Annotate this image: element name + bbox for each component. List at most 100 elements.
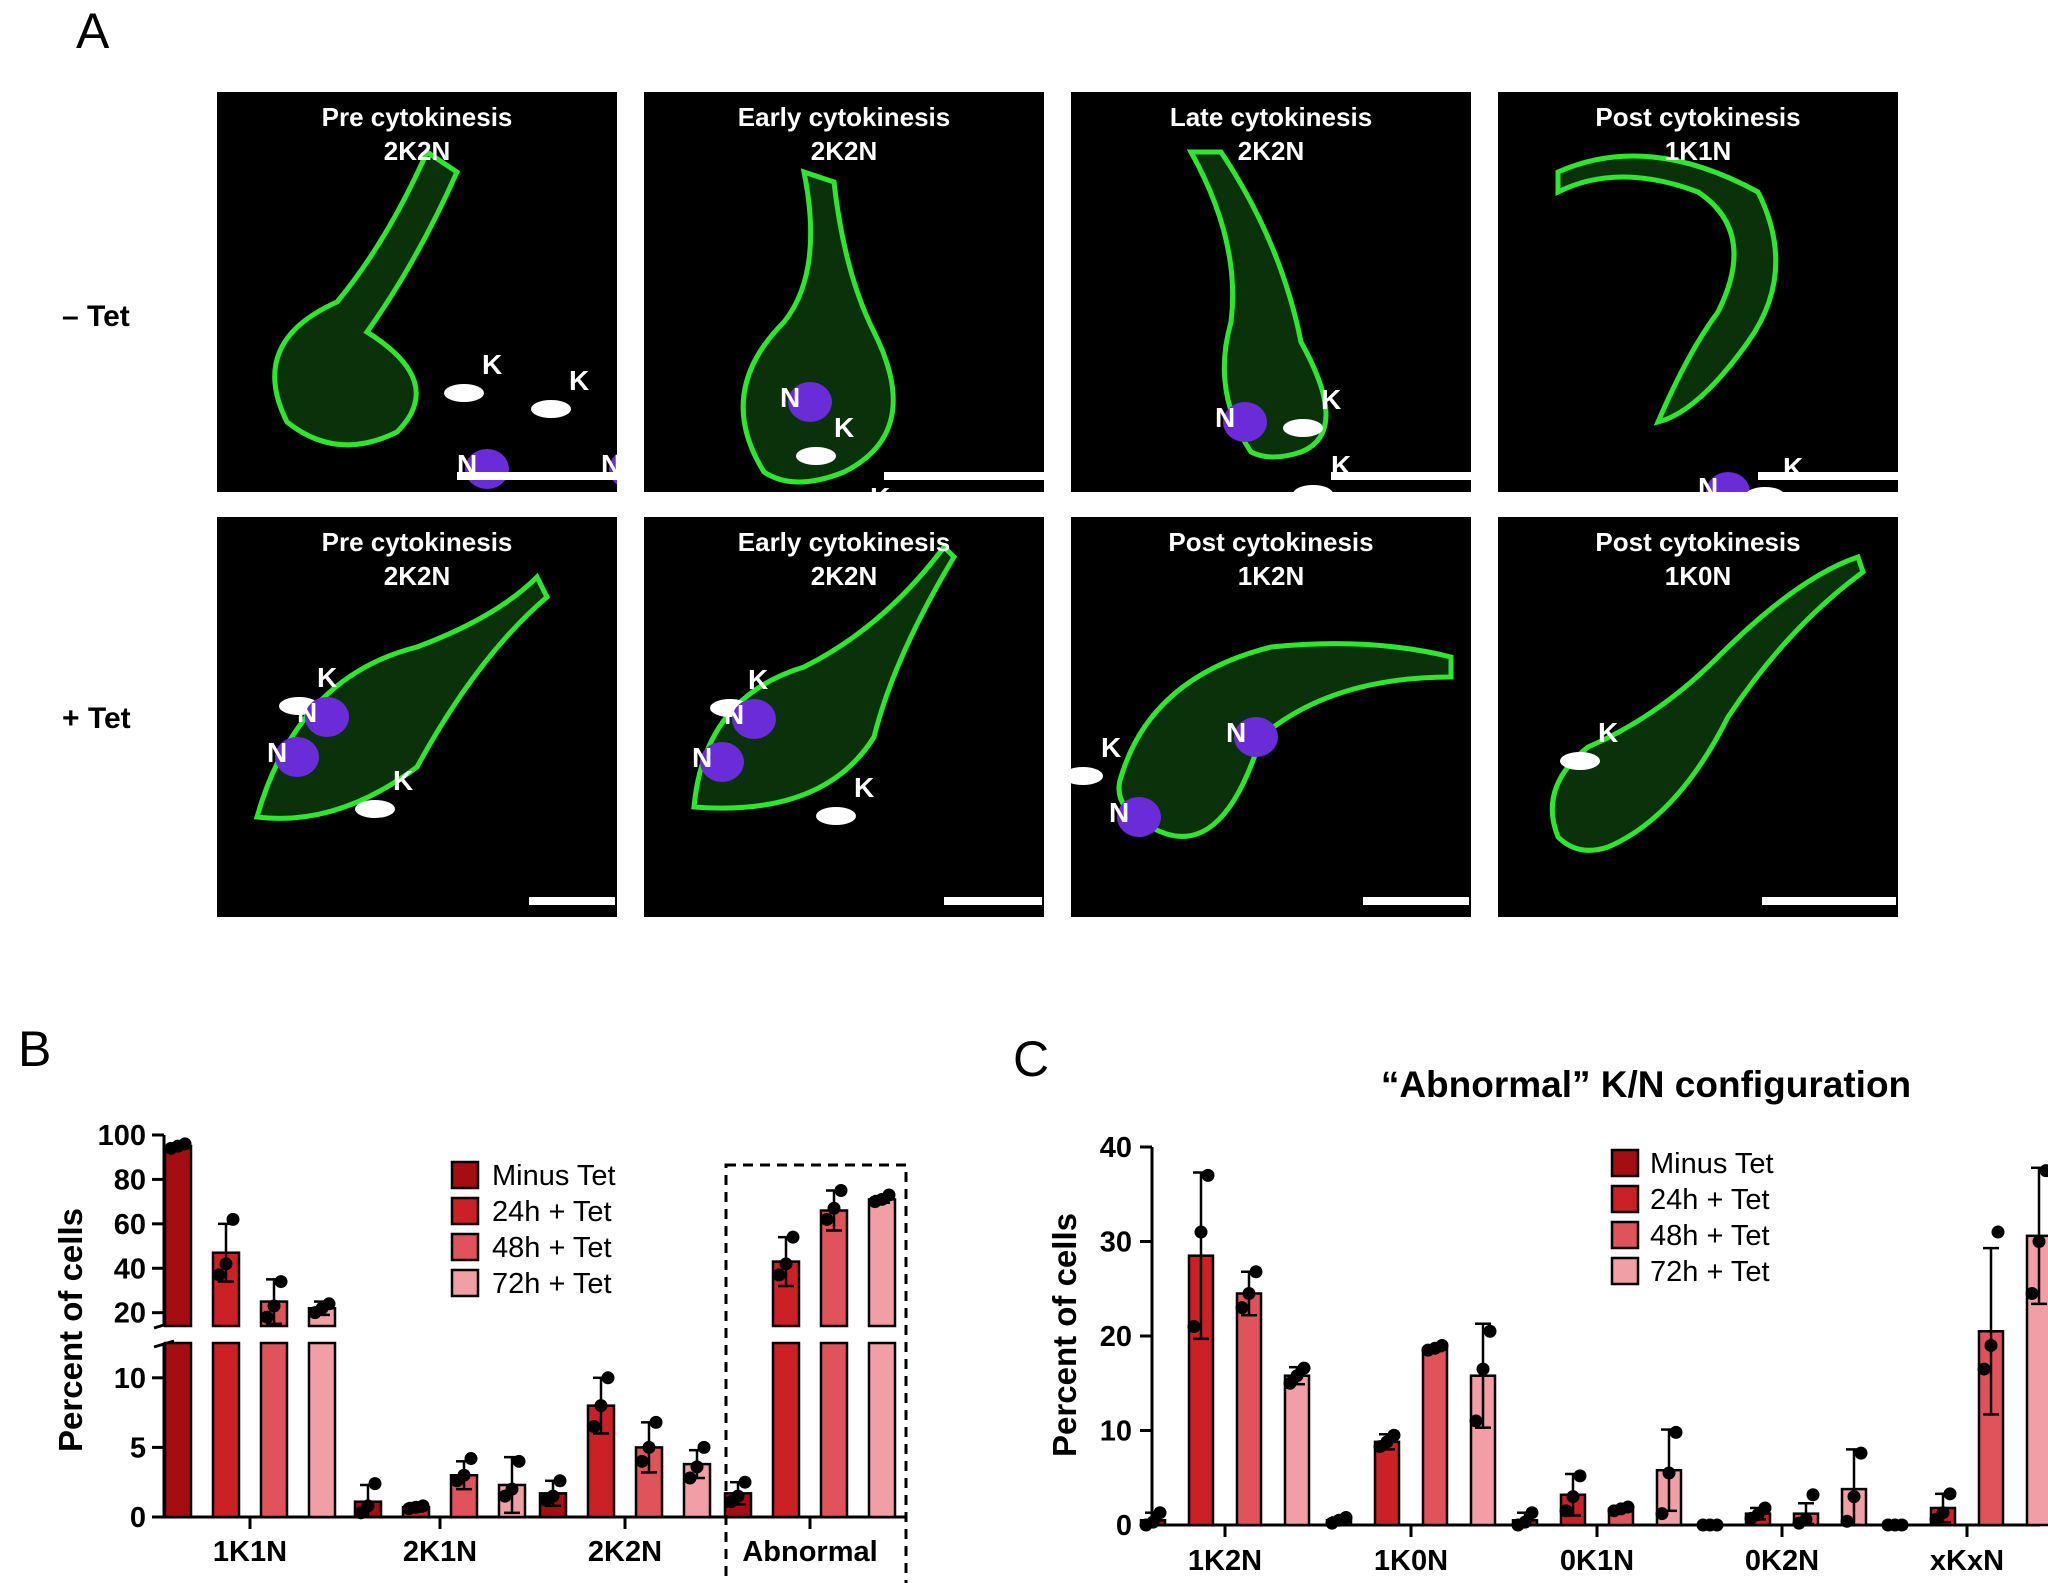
micrograph-title: Post cytokinesis 1K2N: [1071, 525, 1471, 593]
stage: Pre cytokinesis: [321, 527, 513, 557]
kinetoplast-label: K: [482, 349, 503, 380]
data-point: [226, 1212, 240, 1226]
kinetoplast-mark: [1283, 419, 1323, 437]
data-point: [368, 1477, 382, 1491]
x-tick-label: Abnormal: [742, 1536, 877, 1568]
data-point: [1187, 1320, 1201, 1334]
micrograph-title: Post cytokinesis 1K0N: [1498, 525, 1898, 593]
data-point: [1806, 1488, 1820, 1502]
data-point: [594, 1399, 608, 1413]
data-point: [1146, 1515, 1160, 1529]
data-point: [642, 1440, 656, 1454]
micrograph-title: Pre cytokinesis 2K2N: [217, 100, 617, 168]
data-point: [779, 1257, 793, 1271]
data-point: [546, 1489, 560, 1503]
bar: [867, 1198, 897, 1328]
nucleus-mark: [1234, 717, 1278, 757]
micrograph-title: Late cytokinesis 2K2N: [1071, 100, 1471, 168]
bar: [259, 1341, 289, 1519]
data-point: [1194, 1225, 1208, 1239]
configuration: 1K0N: [1664, 561, 1732, 591]
nucleus-mark: [700, 742, 744, 782]
cell-body: [253, 572, 551, 821]
scale-bar: [884, 472, 1044, 480]
micrograph-title: Pre cytokinesis 2K2N: [217, 525, 617, 593]
bar: [819, 1341, 849, 1519]
data-point: [1758, 1501, 1772, 1515]
nucleus-mark: [788, 382, 832, 422]
bar: [771, 1341, 801, 1519]
scale-bar: [1762, 897, 1896, 905]
data-point: [361, 1499, 375, 1513]
kinetoplast-label: K: [569, 365, 590, 396]
chart-c: “Abnormal” K/N configuration 40 30 20 10 0 Per…: [1046, 1064, 2048, 1577]
data-point: [1984, 1338, 1998, 1352]
y-tick-label: 5: [130, 1432, 146, 1464]
legend-label: Minus Tet: [492, 1160, 616, 1192]
stage: Post cytokinesis: [1168, 527, 1374, 557]
data-point: [322, 1297, 336, 1311]
stage: Post cytokinesis: [1595, 102, 1801, 132]
scale-bar: [529, 897, 615, 905]
data-point: [212, 1268, 226, 1282]
data-point: [772, 1268, 786, 1282]
data-point: [1991, 1225, 2005, 1239]
data-point: [1201, 1168, 1215, 1182]
kinetoplast-mark: [1560, 752, 1600, 770]
data-point: [1518, 1515, 1532, 1529]
data-point: [1977, 1362, 1991, 1376]
data-point: [1799, 1512, 1813, 1526]
kinetoplast-label: K: [854, 772, 875, 803]
data-point: [1559, 1504, 1573, 1518]
micrograph-4: Post cytokinesis 1K1N N K: [1498, 92, 1898, 492]
data-point: [1662, 1466, 1676, 1480]
panel-letter-b: B: [18, 1021, 52, 1077]
y-tick-label: 10: [114, 1363, 146, 1395]
data-point: [1943, 1487, 1957, 1501]
legend-swatch: [450, 1268, 480, 1298]
data-point: [1483, 1324, 1497, 1338]
stage: Late cytokinesis: [1169, 102, 1373, 132]
configuration: 2K2N: [383, 561, 451, 591]
data-point: [882, 1188, 896, 1202]
y-tick-label: 100: [98, 1120, 146, 1152]
micrograph-title: Early cytokinesis 2K2N: [644, 525, 1044, 593]
cell-body: [272, 148, 461, 448]
x-tick-label: 1K1N: [213, 1536, 287, 1568]
y-tick-label: 20: [114, 1298, 146, 1330]
data-point: [1297, 1361, 1311, 1375]
cell-outline: [1555, 153, 1783, 492]
data-point: [2032, 1235, 2046, 1248]
data-point: [587, 1420, 601, 1434]
data-point: [1895, 1518, 1909, 1532]
cell-outline: [1071, 641, 1454, 839]
data-point: [1235, 1301, 1249, 1315]
legend-label: 48h + Tet: [1650, 1220, 1770, 1252]
panel-letter-c: C: [1013, 1031, 1050, 1087]
y-tick-label: 80: [114, 1164, 146, 1196]
cell-body: [691, 543, 958, 811]
legend-label: 72h + Tet: [1650, 1256, 1770, 1288]
data-point: [1525, 1506, 1539, 1520]
bar: [867, 1341, 897, 1519]
cell-body: [1555, 153, 1779, 426]
bar: [163, 1144, 193, 1328]
data-point: [1854, 1446, 1868, 1460]
bar: [1283, 1374, 1311, 1527]
cell-outline: [740, 168, 896, 485]
stage: Pre cytokinesis: [321, 102, 513, 132]
y-tick-label: 40: [1100, 1132, 1132, 1164]
micrograph-1: Pre cytokinesis 2K2N K K N N: [217, 92, 617, 492]
data-point: [738, 1475, 752, 1489]
kinetoplast-label: K: [1101, 732, 1122, 763]
data-point: [786, 1230, 800, 1244]
data-point: [820, 1212, 834, 1226]
nucleus-label: N: [692, 742, 713, 773]
row-label-minus-tet: – Tet: [62, 300, 130, 333]
stage: Early cytokinesis: [737, 527, 951, 557]
nucleus-mark: [1117, 797, 1161, 837]
legend-label: Minus Tet: [1650, 1148, 1774, 1180]
data-point: [178, 1137, 192, 1151]
legend-swatch: [450, 1232, 480, 1262]
data-point: [1476, 1362, 1490, 1376]
